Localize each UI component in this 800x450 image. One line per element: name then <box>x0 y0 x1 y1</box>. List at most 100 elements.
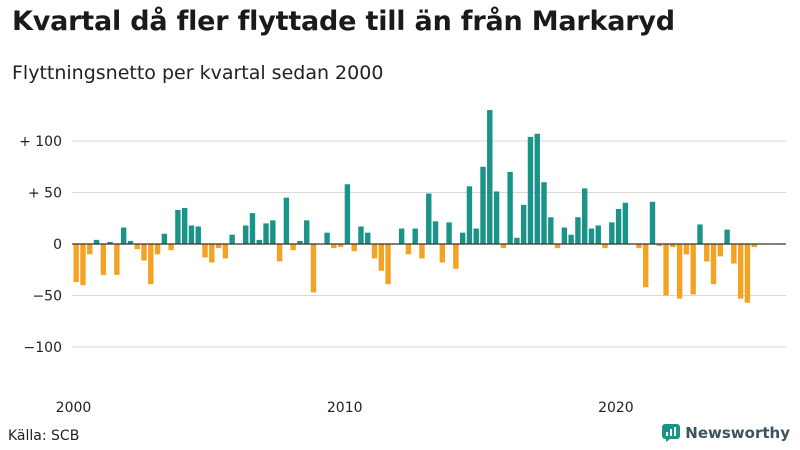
bar <box>304 220 310 244</box>
source-note: Källa: SCB <box>8 428 80 444</box>
bar <box>704 244 710 262</box>
bar <box>310 244 317 293</box>
bar <box>690 244 696 295</box>
bar <box>487 110 493 244</box>
bar <box>344 184 351 244</box>
bar <box>148 244 154 285</box>
bar-chart: + 100 + 50 0 −50 −100 2000 2010 2020 <box>19 110 786 416</box>
y-tick-label: −50 <box>32 289 62 305</box>
bar <box>527 136 534 244</box>
chart-subtitle: Flyttningsnetto per kvartal sedan 2000 <box>12 62 384 84</box>
y-tick-label: + 100 <box>19 134 62 150</box>
bar <box>127 240 134 244</box>
bar <box>215 244 222 249</box>
bar <box>385 244 391 285</box>
bar <box>615 208 622 244</box>
bar <box>643 244 649 288</box>
bar <box>73 244 79 283</box>
bar <box>446 222 452 244</box>
bar <box>87 244 93 255</box>
bar <box>188 225 195 244</box>
bar <box>120 227 127 244</box>
bar <box>751 244 757 248</box>
bar <box>724 229 730 244</box>
bar <box>737 244 744 299</box>
x-tick-label: 2010 <box>327 400 363 416</box>
bar <box>419 244 425 259</box>
bar <box>243 225 249 244</box>
brand-name: Newsworthy <box>685 424 790 442</box>
bar <box>154 244 161 255</box>
bar <box>324 232 330 244</box>
bar <box>398 228 405 244</box>
bar <box>609 222 615 244</box>
bar <box>80 244 86 286</box>
bar <box>351 244 357 252</box>
bar <box>134 244 140 250</box>
bar <box>520 204 527 244</box>
bar <box>473 228 479 244</box>
bar <box>175 210 181 244</box>
bar <box>744 244 751 303</box>
y-tick-label: −100 <box>24 340 62 356</box>
bar <box>649 201 656 244</box>
bar <box>276 244 283 262</box>
y-tick-label: + 50 <box>28 186 62 202</box>
chart-title: Kvartal då fler flyttade till än från Ma… <box>12 6 675 37</box>
bar <box>697 224 703 244</box>
bar <box>534 133 540 244</box>
bar <box>161 233 168 244</box>
bar <box>297 240 303 244</box>
bar <box>568 234 574 244</box>
bar <box>114 244 120 275</box>
bar <box>263 223 269 244</box>
bar <box>270 220 276 244</box>
bar <box>663 244 669 296</box>
newsworthy-logo-icon <box>662 424 681 442</box>
bar <box>229 234 235 244</box>
bar <box>622 202 629 244</box>
bar <box>548 217 554 244</box>
bar <box>432 221 439 244</box>
bar <box>181 207 188 244</box>
bar <box>412 228 418 244</box>
x-tick-label: 2000 <box>56 400 92 416</box>
bar <box>426 193 432 244</box>
bar <box>683 244 690 255</box>
bar <box>195 226 201 244</box>
bar <box>493 191 500 244</box>
bar <box>365 232 371 244</box>
bar <box>500 244 507 249</box>
y-tick-label: 0 <box>53 237 62 253</box>
bar <box>710 244 717 285</box>
bar <box>290 244 296 251</box>
bar <box>676 244 683 299</box>
bar <box>717 244 723 257</box>
bar <box>439 244 446 263</box>
bar <box>358 226 364 244</box>
bar <box>209 244 215 263</box>
bar <box>202 244 208 258</box>
bar <box>371 244 378 259</box>
bar <box>405 244 412 255</box>
brand-logo: Newsworthy <box>662 424 790 442</box>
bar <box>561 227 568 244</box>
bar <box>222 244 229 259</box>
bar <box>459 232 466 244</box>
bar <box>337 244 344 248</box>
bar <box>656 244 662 247</box>
bar <box>283 197 290 244</box>
bar <box>731 244 737 264</box>
bar <box>602 244 608 249</box>
bar <box>331 244 337 249</box>
x-tick-label: 2020 <box>598 400 634 416</box>
bar <box>168 244 174 251</box>
bar <box>554 244 561 249</box>
bar <box>582 188 588 244</box>
bar <box>636 244 642 249</box>
bar <box>466 186 473 244</box>
bar <box>480 166 486 244</box>
bar <box>100 244 107 275</box>
bar <box>507 171 513 244</box>
bar <box>541 182 547 244</box>
